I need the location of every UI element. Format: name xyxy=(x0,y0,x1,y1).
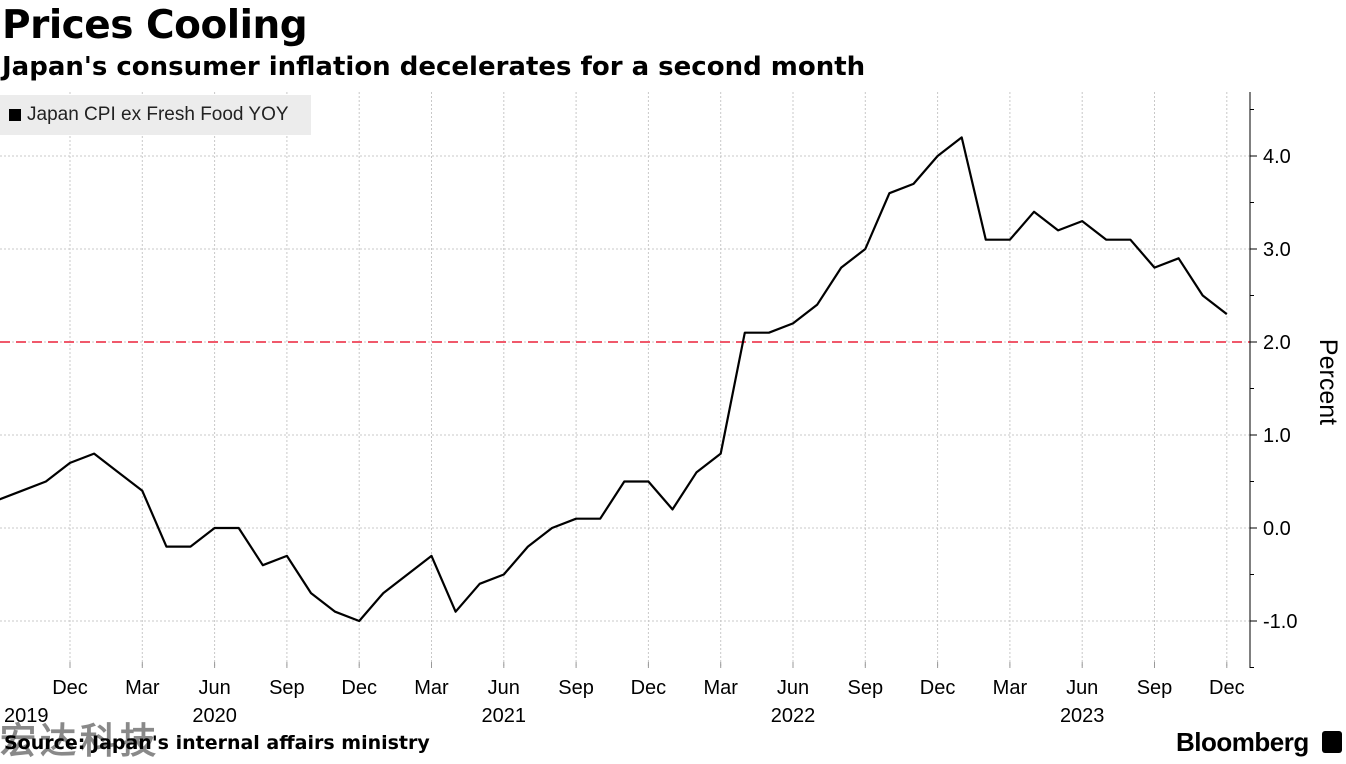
x-tick-label: Dec xyxy=(341,677,377,699)
x-tick-label: Sep xyxy=(1137,677,1173,699)
data-point xyxy=(527,546,528,547)
x-tick-label: Sep xyxy=(848,677,884,699)
data-point xyxy=(21,490,22,491)
y-tick-label: 1.0 xyxy=(1263,425,1291,447)
y-axis: -1.0 0.0 1.0 2.0 3.0 4.0 Percent xyxy=(1249,92,1342,668)
data-point xyxy=(793,323,794,324)
data-point xyxy=(817,304,818,305)
data-point xyxy=(311,593,312,594)
x-tick-label: Jun xyxy=(1066,677,1098,699)
data-point xyxy=(383,593,384,594)
data-point xyxy=(407,574,408,575)
data-point xyxy=(1154,267,1155,268)
x-tick-label: Dec xyxy=(920,677,956,699)
x-year-label: 2021 xyxy=(482,705,527,727)
bloomberg-badge-icon xyxy=(1322,731,1342,753)
x-tick-label: Jun xyxy=(777,677,809,699)
x-tick-label: Mar xyxy=(993,677,1028,699)
y-tick-label: -1.0 xyxy=(1263,611,1297,633)
data-point xyxy=(238,528,239,529)
series-layer xyxy=(0,136,1228,623)
data-point xyxy=(600,518,601,519)
bloomberg-logo: Bloomberg xyxy=(1176,727,1309,757)
data-point xyxy=(1009,239,1010,240)
data-point xyxy=(503,574,504,575)
x-tick-label: Dec xyxy=(52,677,88,699)
chart-subtitle: Japan's consumer inflation decelerates f… xyxy=(2,52,866,82)
grid-layer xyxy=(0,92,1250,668)
data-point xyxy=(672,509,673,510)
data-point xyxy=(335,611,336,612)
x-tick-label: Sep xyxy=(558,677,594,699)
source-note: Source: Japan's internal affairs ministr… xyxy=(4,732,430,754)
y-tick-label: 0.0 xyxy=(1263,518,1291,540)
data-point xyxy=(142,490,143,491)
y-tick-label: 4.0 xyxy=(1263,146,1291,168)
data-point xyxy=(865,249,866,250)
data-point xyxy=(1034,211,1035,212)
data-point xyxy=(841,267,842,268)
data-point xyxy=(985,239,986,240)
x-tick-label: Dec xyxy=(1209,677,1245,699)
y-tick-label: 3.0 xyxy=(1263,239,1291,261)
legend: Japan CPI ex Fresh Food YOY xyxy=(0,95,311,135)
data-point xyxy=(262,565,263,566)
data-point xyxy=(45,481,46,482)
data-point xyxy=(961,137,962,138)
data-point xyxy=(576,518,577,519)
data-point xyxy=(648,481,649,482)
data-point xyxy=(431,555,432,556)
data-point xyxy=(166,546,167,547)
data-point xyxy=(359,621,360,622)
data-point xyxy=(286,555,287,556)
data-point xyxy=(70,462,71,463)
data-point xyxy=(552,528,553,529)
x-year-label: 2022 xyxy=(771,705,816,727)
y-axis-title: Percent xyxy=(1314,339,1342,425)
series-line xyxy=(0,136,1228,623)
data-point xyxy=(1106,239,1107,240)
y-tick-label: 2.0 xyxy=(1263,332,1291,354)
data-point xyxy=(744,332,745,333)
data-point xyxy=(190,546,191,547)
data-point xyxy=(1130,239,1131,240)
data-point xyxy=(1226,314,1227,315)
data-point xyxy=(455,611,456,612)
legend-label: Japan CPI ex Fresh Food YOY xyxy=(27,104,289,125)
data-point xyxy=(913,183,914,184)
chart-title: Prices Cooling xyxy=(2,3,308,48)
data-point xyxy=(768,332,769,333)
data-point xyxy=(479,583,480,584)
data-point xyxy=(1202,295,1203,296)
data-point xyxy=(118,472,119,473)
data-point xyxy=(720,453,721,454)
data-point xyxy=(1058,230,1059,231)
data-point xyxy=(1082,221,1083,222)
data-point xyxy=(1178,258,1179,259)
data-point xyxy=(624,481,625,482)
x-year-label: 2019 xyxy=(4,705,49,727)
data-point xyxy=(214,528,215,529)
x-tick-label: Mar xyxy=(414,677,449,699)
x-tick-label: Dec xyxy=(631,677,667,699)
x-year-label: 2020 xyxy=(192,705,237,727)
x-tick-label: Mar xyxy=(703,677,738,699)
data-point xyxy=(889,193,890,194)
legend-swatch-icon xyxy=(9,109,21,121)
x-tick-label: Sep xyxy=(269,677,305,699)
data-point xyxy=(94,453,95,454)
x-tick-label: Jun xyxy=(198,677,230,699)
x-tick-label: Mar xyxy=(125,677,160,699)
data-point xyxy=(937,156,938,157)
watermark: 宏达科技 xyxy=(0,721,161,762)
x-tick-label: Jun xyxy=(488,677,520,699)
x-year-label: 2023 xyxy=(1060,705,1105,727)
data-point xyxy=(696,472,697,473)
